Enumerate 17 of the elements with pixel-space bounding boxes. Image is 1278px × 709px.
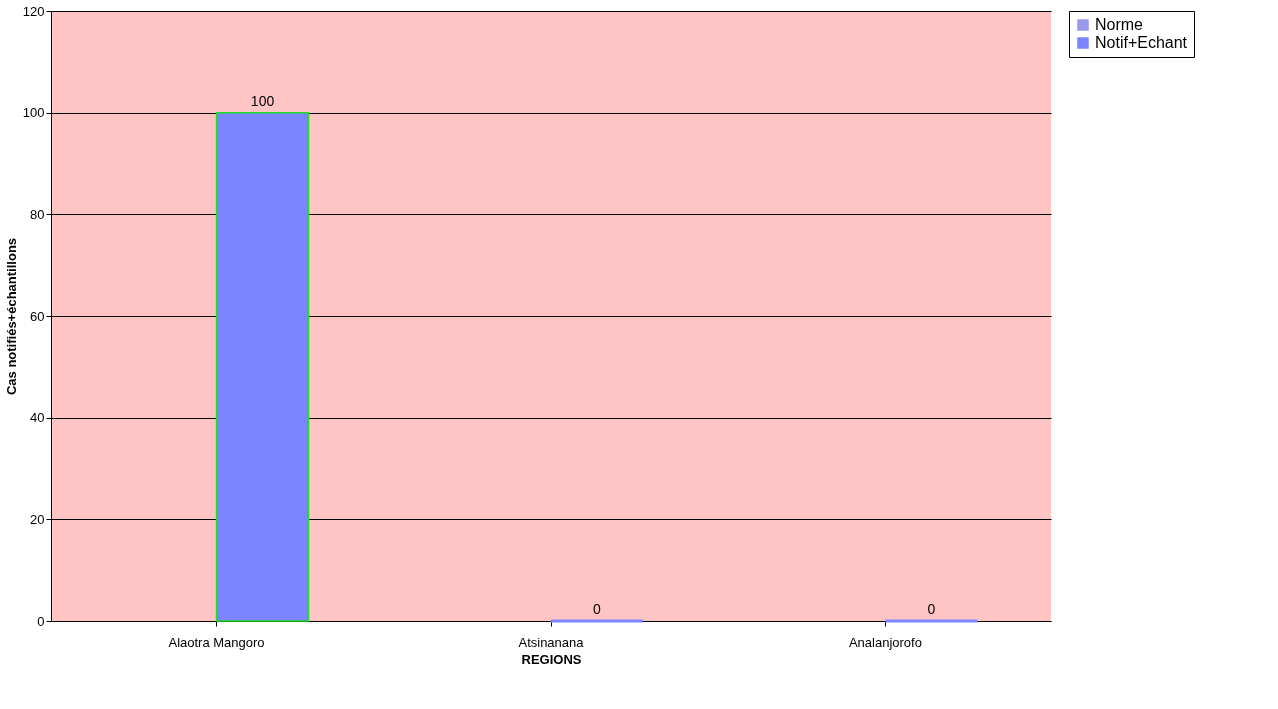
- y-tick-label: 0: [37, 613, 45, 629]
- y-tick-label: 120: [22, 3, 45, 19]
- y-tick-label: 20: [30, 511, 45, 527]
- data-label: 100: [250, 92, 275, 109]
- y-tick-label: 40: [30, 410, 45, 426]
- x-tick-label: Alaotra Mangoro: [168, 634, 265, 650]
- data-label: 0: [927, 601, 936, 617]
- y-tick-label: 60: [30, 308, 45, 324]
- x-axis-title: REGIONS: [521, 651, 582, 667]
- data-label: 0: [593, 601, 602, 617]
- legend-label: Norme: [1095, 16, 1144, 33]
- x-tick-label: Analanjorofo: [848, 634, 922, 650]
- y-tick-label: 100: [22, 105, 45, 121]
- x-tick-label: Atsinanana: [518, 634, 585, 650]
- legend-label: Notif+Echant: [1095, 34, 1188, 51]
- y-axis-title: Cas notifiés+échantillons: [3, 237, 19, 396]
- y-tick-label: 80: [30, 206, 45, 222]
